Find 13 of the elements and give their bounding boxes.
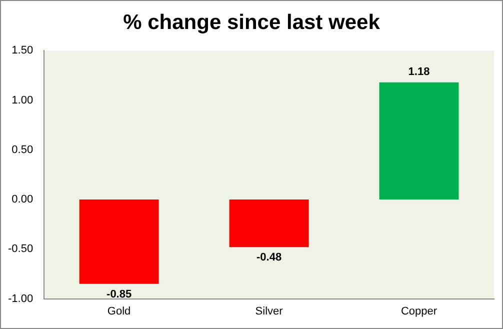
data-label: 1.18 [408,66,430,78]
y-tick-label: 0.00 [12,194,34,206]
data-label: -0.48 [256,252,282,264]
data-label: -0.85 [106,288,132,300]
x-tick-label: Silver [255,305,284,318]
y-tick-label: -1.00 [8,292,34,305]
y-tick-label: 1.50 [12,44,34,57]
y-tick-label: -0.50 [8,243,34,256]
y-tick-label: 0.50 [12,144,34,156]
chart-title: % change since last week [122,11,381,35]
y-tick-label: 1.00 [12,94,34,106]
x-tick-label: Copper [400,305,438,318]
x-tick-label: Gold [107,305,131,318]
